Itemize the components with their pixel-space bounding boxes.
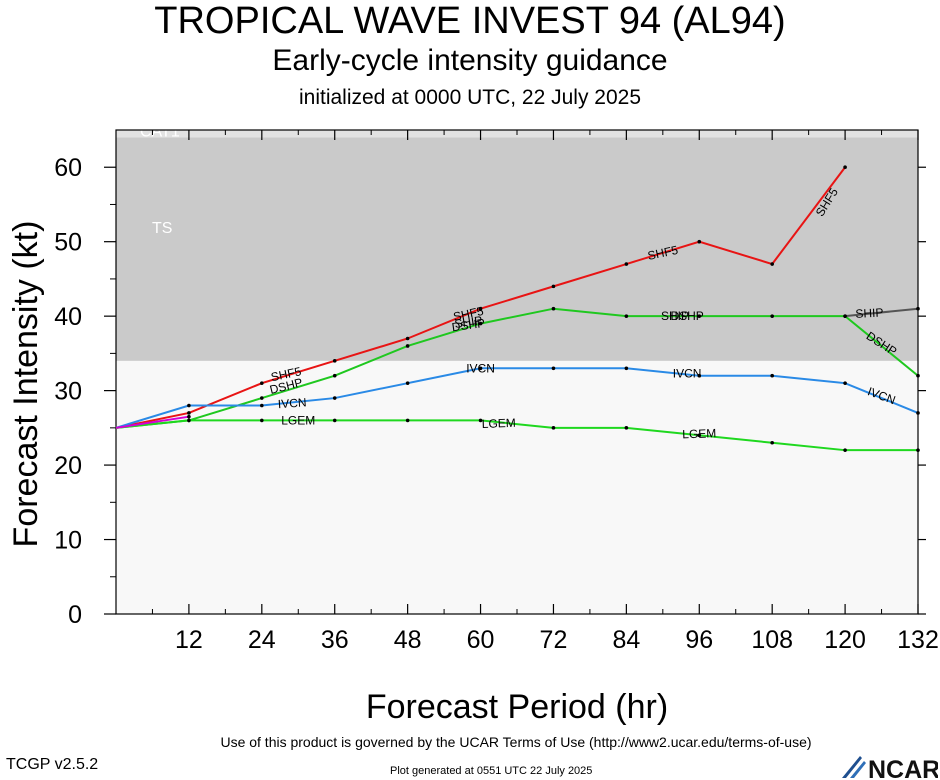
series-label-ship: SHIP xyxy=(661,309,689,323)
data-point-dshp xyxy=(770,314,774,318)
series-label-dshp: DSHP xyxy=(670,309,703,323)
y-tick-label: 10 xyxy=(54,527,82,555)
band-label-ts: TS xyxy=(152,220,172,237)
data-point-ivcn xyxy=(478,366,483,371)
data-point-dshp xyxy=(697,314,702,318)
x-tick-label: 108 xyxy=(751,626,793,654)
data-point-dshp xyxy=(478,321,483,326)
data-point-ivcn xyxy=(187,403,191,408)
series-label-lgem: LGEM xyxy=(281,413,315,427)
data-point-shf5 xyxy=(405,336,410,341)
series-line-ivcn xyxy=(115,367,919,429)
x-tick-label: 60 xyxy=(467,626,495,654)
data-point-lgem xyxy=(843,448,847,452)
data-point-lgem xyxy=(551,426,556,430)
data-point-shf5 xyxy=(697,239,702,244)
y-tick-label: 60 xyxy=(54,154,82,182)
data-point-ivcn xyxy=(551,366,556,371)
data-point-lgem xyxy=(405,418,410,423)
terms-of-use-notice: Use of this product is governed by the U… xyxy=(220,734,812,750)
initialization-time: initialized at 0000 UTC, 22 July 2025 xyxy=(298,86,642,109)
data-point-dshp xyxy=(405,344,410,348)
data-point-ivcn xyxy=(405,381,410,385)
y-tick-label: 20 xyxy=(54,452,82,480)
series-label-ivcn: IVCN xyxy=(277,395,307,411)
data-point-lgem xyxy=(332,418,337,423)
data-point-ivcn xyxy=(697,373,702,378)
ncar-logo-text: NCAR xyxy=(868,756,938,780)
series-label-shf5: SHF5 xyxy=(452,304,485,324)
series-line-lgem xyxy=(115,419,918,452)
data-point-dshp xyxy=(916,373,920,378)
data-point-ivcn xyxy=(770,373,774,378)
y-tick-label: 40 xyxy=(54,303,82,331)
data-point-shf5 xyxy=(478,306,483,311)
data-point-lgem xyxy=(478,418,483,423)
data-point-lgem xyxy=(697,433,702,438)
series-line-dshp xyxy=(115,307,919,429)
data-point-shf5 xyxy=(260,381,264,385)
plot-generated-time: Plot generated at 0551 UTC 22 July 2025 xyxy=(390,765,593,777)
x-tick-label: 84 xyxy=(612,626,640,654)
series-line-consensus-5 xyxy=(115,415,190,429)
series-label-lgem: LGEM xyxy=(682,426,716,441)
y-tick-label: 0 xyxy=(68,601,82,629)
series-label-ship: SHIP xyxy=(454,313,484,331)
x-tick-label: 12 xyxy=(175,626,203,654)
x-tick-label: 120 xyxy=(824,626,866,654)
data-point-dshp xyxy=(624,314,629,318)
chart-subtitle: Early-cycle intensity guidance xyxy=(272,44,668,77)
series-label-shf5: SHF5 xyxy=(270,364,303,384)
data-point-dshp xyxy=(260,396,264,400)
x-axis-label: Forecast Period (hr) xyxy=(366,688,668,726)
data-point-ivcn xyxy=(624,366,629,371)
x-tick-label: 48 xyxy=(394,626,422,654)
data-point-shf5 xyxy=(551,284,556,289)
data-point-lgem xyxy=(916,448,920,452)
data-point-ivcn xyxy=(260,403,264,408)
x-tick-label: 24 xyxy=(248,626,276,654)
data-point-dshp xyxy=(551,306,556,311)
data-point-ship xyxy=(916,306,920,311)
data-point-shf5 xyxy=(187,411,191,415)
series-label-ivcn: IVCN xyxy=(466,361,495,375)
series-label-ship: SHIP xyxy=(855,305,884,320)
data-point-dshp xyxy=(332,373,337,378)
data-point-shf5 xyxy=(332,359,337,363)
intensity-chart: TS CAT1 12 24 36 48 60 72 84 96 108 120 132 0 10 20 30 40… xyxy=(7,123,939,726)
data-point-lgem xyxy=(187,418,191,423)
data-point-ivcn xyxy=(916,411,920,415)
x-tick-label: 72 xyxy=(540,626,568,654)
version-label: TCGP v2.5.2 xyxy=(6,756,99,773)
ncar-logo: NCAR xyxy=(842,756,938,780)
x-tick-label: 96 xyxy=(685,626,713,654)
data-point-shf5 xyxy=(843,165,847,170)
series-label-shf5: SHF5 xyxy=(646,243,679,263)
series-label-dshp: DSHP xyxy=(451,316,486,335)
data-point-lgem xyxy=(260,418,264,423)
data-point-ivcn xyxy=(843,381,847,385)
series-label-lgem: LGEM xyxy=(482,416,516,431)
y-tick-label: 50 xyxy=(54,229,82,257)
data-point-lgem xyxy=(624,426,629,430)
data-point-lgem xyxy=(770,440,774,445)
series-line-ship xyxy=(844,307,919,318)
data-point-ship xyxy=(843,314,847,318)
chart-title: TROPICAL WAVE INVEST 94 (AL94) xyxy=(154,0,786,42)
data-point-ivcn xyxy=(332,396,337,400)
y-axis-label: Forecast Intensity (kt) xyxy=(7,221,45,548)
series-label-ivcn: IVCN xyxy=(673,366,702,380)
x-tick-label: 36 xyxy=(321,626,349,654)
band-label-cat1: CAT1 xyxy=(140,123,180,140)
x-tick-label: 132 xyxy=(897,626,939,654)
data-point-shf5 xyxy=(770,262,774,266)
y-tick-label: 30 xyxy=(54,378,82,406)
data-point-shf5 xyxy=(624,262,629,266)
data-point-consensus-5 xyxy=(187,414,191,419)
category-band-ts xyxy=(116,137,918,361)
